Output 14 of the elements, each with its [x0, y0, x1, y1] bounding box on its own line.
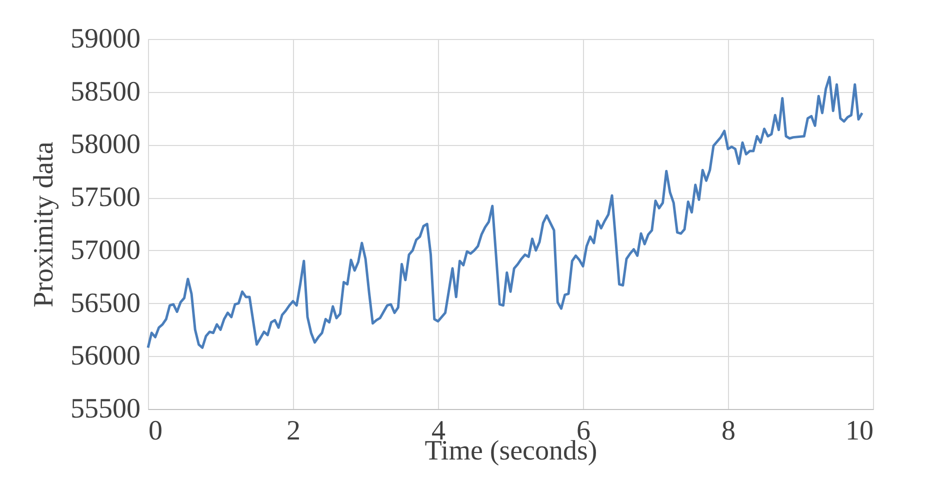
y-tick-label: 56000	[70, 340, 140, 372]
y-axis-title: Proximity data	[28, 141, 60, 308]
y-tick-label: 58000	[70, 129, 140, 160]
y-tick-label: 56500	[70, 288, 140, 319]
y-tick-label: 57000	[70, 234, 140, 266]
x-tick-label: 2	[286, 416, 300, 446]
x-tick-label: 10	[846, 416, 874, 446]
line-series	[146, 76, 864, 349]
x-tick-label: 8	[722, 416, 736, 446]
x-tick-label: 0	[148, 416, 162, 446]
y-tick-label: 57500	[70, 182, 140, 214]
y-tick-label: 59000	[70, 24, 140, 54]
y-tick-label: 55500	[70, 394, 140, 424]
y-tick-label: 58500	[70, 76, 140, 108]
